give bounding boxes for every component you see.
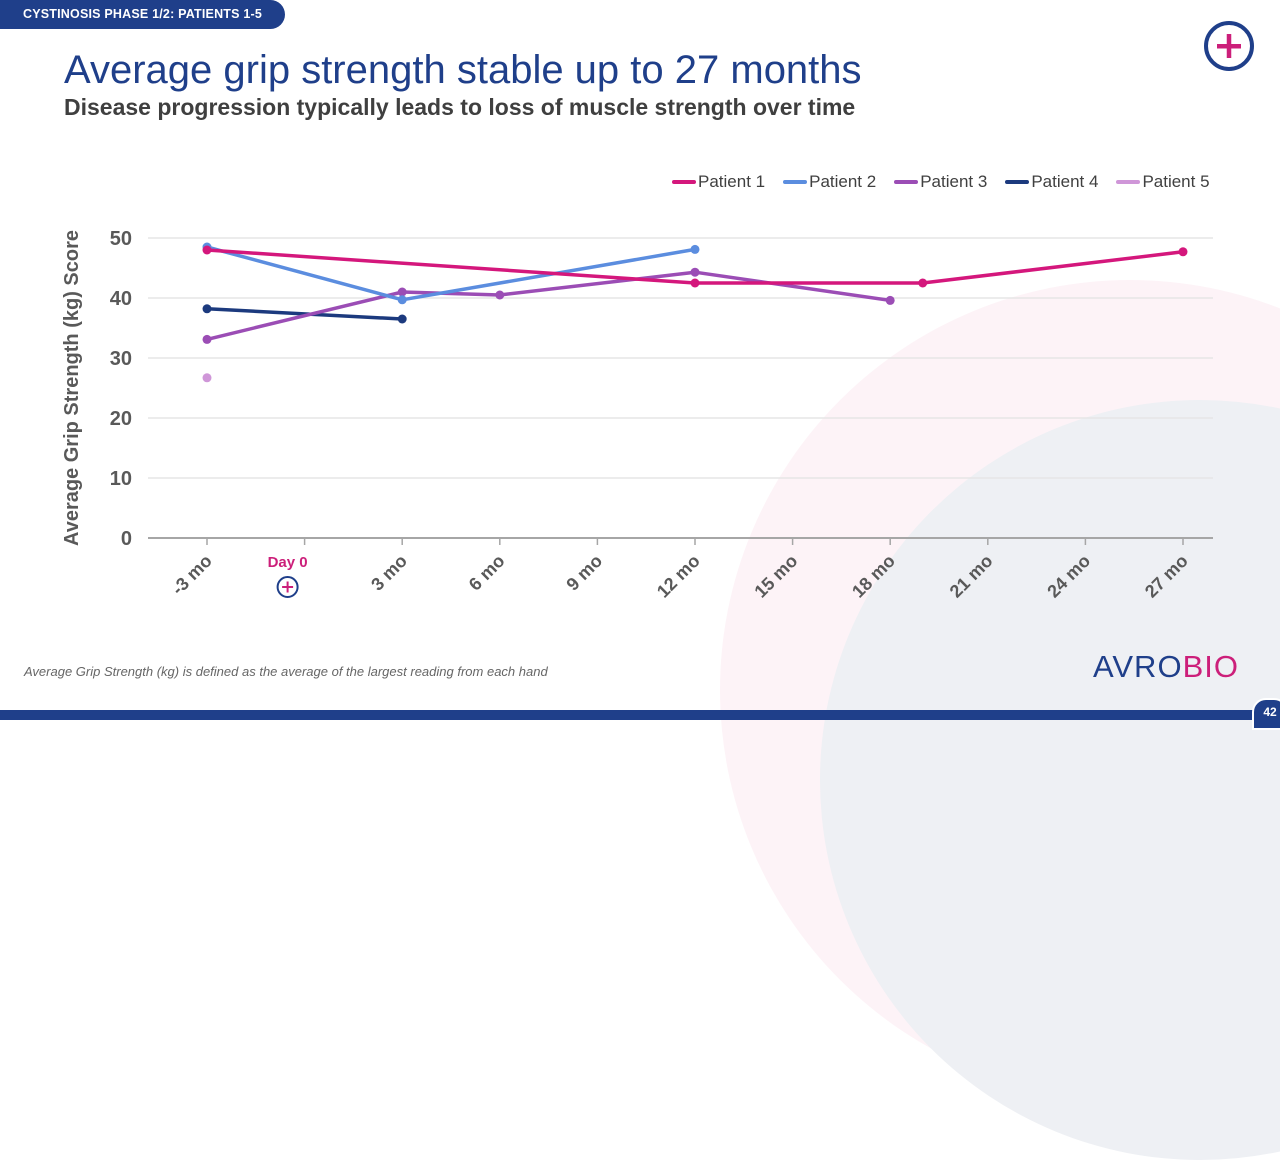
legend-label: Patient 2 [809, 172, 877, 191]
data-point-patient-1 [690, 278, 700, 288]
slide-title: Average grip strength stable up to 27 mo… [64, 48, 862, 92]
legend-swatch [783, 180, 808, 184]
x-tick-label: 24 mo [1043, 551, 1094, 602]
data-point-patient-3 [202, 334, 212, 344]
data-point-patient-1 [202, 245, 212, 255]
legend-swatch [1116, 180, 1141, 184]
y-tick-label: 20 [110, 408, 132, 430]
data-point-patient-2 [397, 295, 407, 305]
legend-label: Patient 1 [698, 172, 766, 191]
data-point-patient-3 [885, 295, 895, 305]
footnote: Average Grip Strength (kg) is defined as… [24, 664, 548, 679]
y-tick-label: 0 [121, 528, 132, 550]
legend-swatch [894, 180, 919, 184]
legend-item-patient-2: Patient 2 [783, 172, 876, 192]
y-tick-label: 40 [110, 288, 132, 310]
data-point-patient-2 [690, 244, 700, 254]
brand-part1: AVRO [1093, 649, 1183, 684]
section-banner: CYSTINOSIS PHASE 1/2: PATIENTS 1-5 [0, 0, 285, 29]
legend-item-patient-5: Patient 5 [1116, 172, 1210, 192]
series-line-patient-1 [206, 248, 1184, 285]
y-tick-label: 30 [110, 348, 132, 370]
legend-item-patient-1: Patient 1 [672, 172, 765, 192]
line-chart: 0 10 20 30 40 50 Average Grip Strength (kg) Sc… [61, 228, 1213, 602]
legend-swatch [1005, 180, 1030, 184]
data-point-patient-3 [690, 267, 700, 277]
chart-legend: Patient 1 Patient 2 Patient 3 Patient 4 Pati… [672, 172, 1210, 192]
data-point-patient-3 [495, 290, 505, 300]
x-tick-label: 15 mo [750, 551, 801, 602]
y-tick-label: 10 [110, 468, 132, 490]
legend-item-patient-4: Patient 4 [1005, 172, 1098, 192]
data-point-patient-5 [202, 373, 212, 383]
x-tick-label: 27 mo [1141, 551, 1192, 602]
plus-circle-icon [1204, 21, 1254, 71]
page-number: 42 [1252, 698, 1280, 730]
y-axis-label: Average Grip Strength (kg) Score [61, 230, 83, 546]
data-point-patient-1 [918, 278, 928, 288]
day0-label: Day 0 [268, 554, 308, 571]
brand-part2: BIO [1182, 649, 1239, 684]
data-point-patient-3 [397, 287, 407, 297]
legend-label: Patient 5 [1142, 172, 1210, 191]
legend-label: Patient 3 [920, 172, 988, 191]
legend-swatch [672, 180, 696, 184]
slide-subtitle: Disease progression typically leads to l… [64, 94, 856, 120]
day0-plus-circle-icon [276, 576, 299, 598]
x-tick-label: 21 mo [946, 551, 997, 602]
x-tick-label: 9 mo [562, 551, 606, 595]
x-tick-label: 18 mo [848, 551, 899, 602]
x-tick-label: -3 mo [168, 551, 216, 599]
data-point-patient-4 [202, 304, 212, 314]
x-tick-label: 6 mo [465, 551, 509, 595]
y-tick-label: 50 [110, 228, 132, 250]
legend-item-patient-3: Patient 3 [894, 172, 987, 192]
x-tick-label: 12 mo [653, 551, 704, 602]
avrobio-logo: AVROBIO [1093, 649, 1239, 685]
data-point-patient-4 [397, 314, 407, 324]
data-point-patient-1 [1178, 247, 1188, 257]
x-tick-label: 3 mo [367, 551, 411, 595]
footer-bar [0, 710, 1280, 720]
legend-label: Patient 4 [1031, 172, 1099, 191]
